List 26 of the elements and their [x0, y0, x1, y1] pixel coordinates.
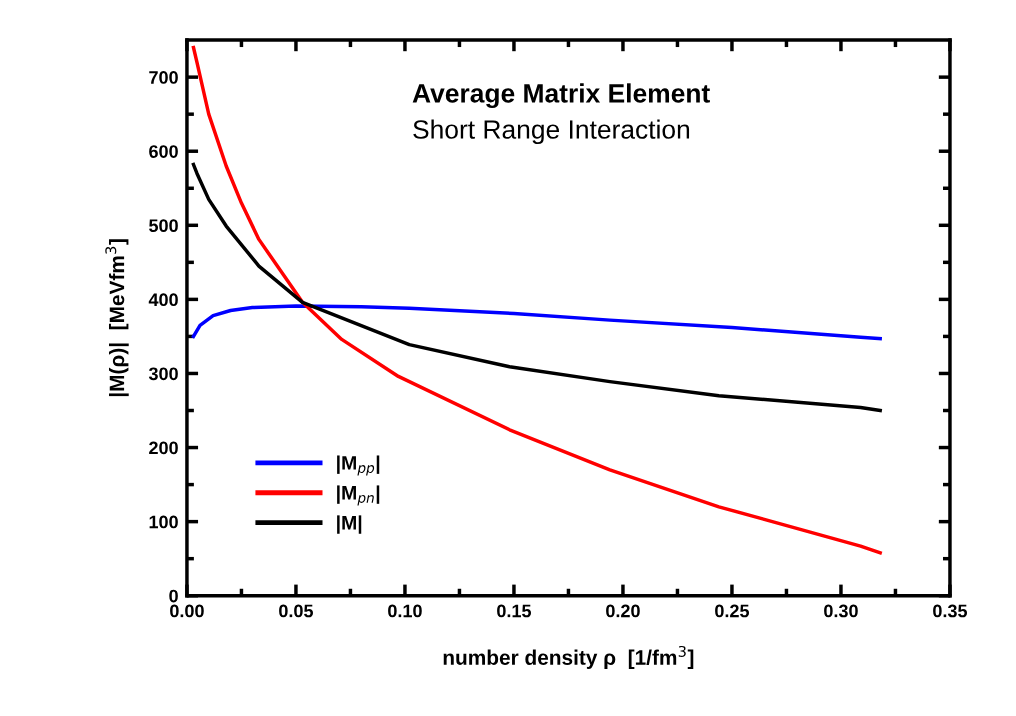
text: 0.00: [170, 604, 204, 618]
y-tick-label: 400: [148, 293, 178, 307]
y-tick-label: 100: [149, 515, 178, 529]
y-axis-title: |M(ρ)| [MeVfm$^{3}$]: [105, 239, 129, 397]
y-tick-label: 600: [149, 145, 178, 158]
x-tick-label: 0.35: [933, 604, 968, 618]
text: Average Matrix Element: [412, 83, 710, 109]
y-tick-label: 200: [149, 441, 178, 455]
line-series: [191, 162, 882, 413]
x-tick-label: 0.25: [715, 604, 750, 618]
x-tick-label: 0.20: [606, 604, 640, 618]
legend-label: |M$_{pp}$|: [337, 455, 380, 476]
x-tick-label: 0.10: [388, 604, 422, 618]
x-tick-label: 0.30: [824, 604, 858, 618]
x-tick-label: 0.05: [279, 604, 314, 618]
y-tick-label: 300: [148, 367, 178, 381]
text: Short Range Interaction: [413, 119, 690, 145]
line-series: [191, 45, 882, 555]
x-axis-title: number density ρ [1/fm$^{3}$]: [443, 645, 694, 669]
y-tick-label: 500: [149, 219, 178, 233]
line-series: [191, 304, 882, 341]
y-tick-label: 700: [149, 71, 178, 84]
x-tick-label: 0.15: [497, 604, 532, 618]
legend-label: |M$_{pn}$|: [337, 485, 380, 506]
y-tick-label: 0: [169, 589, 178, 603]
legend-label: |M|: [337, 515, 362, 534]
